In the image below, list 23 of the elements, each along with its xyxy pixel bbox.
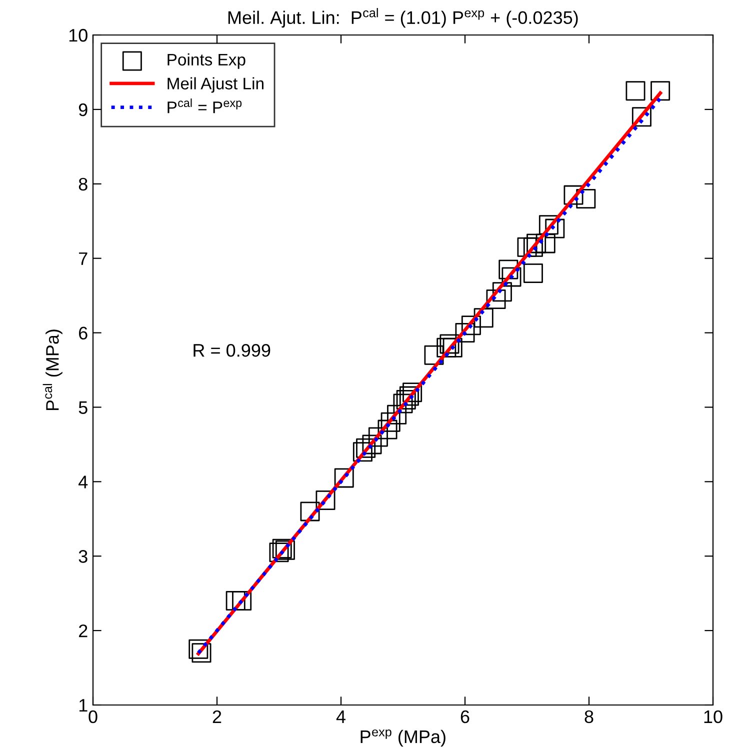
x-tick-label: 0 (88, 710, 98, 724)
x-tick-label: 2 (212, 710, 222, 723)
annotation: R = 0.999 (194, 344, 270, 357)
y-tick-label: 9 (78, 103, 88, 116)
y-tick-label: 8 (78, 178, 88, 191)
x-tick-label: 6 (460, 710, 470, 724)
y-axis-title: P$^{cal}$ (MPa) (42, 330, 62, 410)
legend-label: P$^{cal}$ = P$^{exp}$ (168, 98, 242, 114)
x-tick-label: 8 (584, 710, 594, 724)
y-tick-label: 5 (78, 401, 88, 414)
y-tick-label: 6 (79, 326, 88, 340)
y-tick-label: 3 (78, 550, 88, 563)
chart-title: Meil. Ajut. Lin: P$^{cal}$ = (1.01) P$^{exp}$ + (-0.0235) (228, 8, 578, 28)
x-axis-title: P$^{exp}$ (MPa) (360, 729, 446, 747)
legend-label: Meil Ajust Lin (168, 77, 264, 93)
y-tick-label: 7 (79, 252, 88, 265)
y-tick-label: 1 (79, 699, 88, 712)
y-tick-label: 2 (79, 624, 88, 638)
legend-label: Points Exp (168, 53, 246, 69)
y-tick-label: 4 (78, 476, 88, 488)
x-tick-label: 10 (704, 710, 722, 724)
x-tick-label: 4 (336, 710, 346, 723)
y-tick-label: 10 (69, 28, 88, 42)
